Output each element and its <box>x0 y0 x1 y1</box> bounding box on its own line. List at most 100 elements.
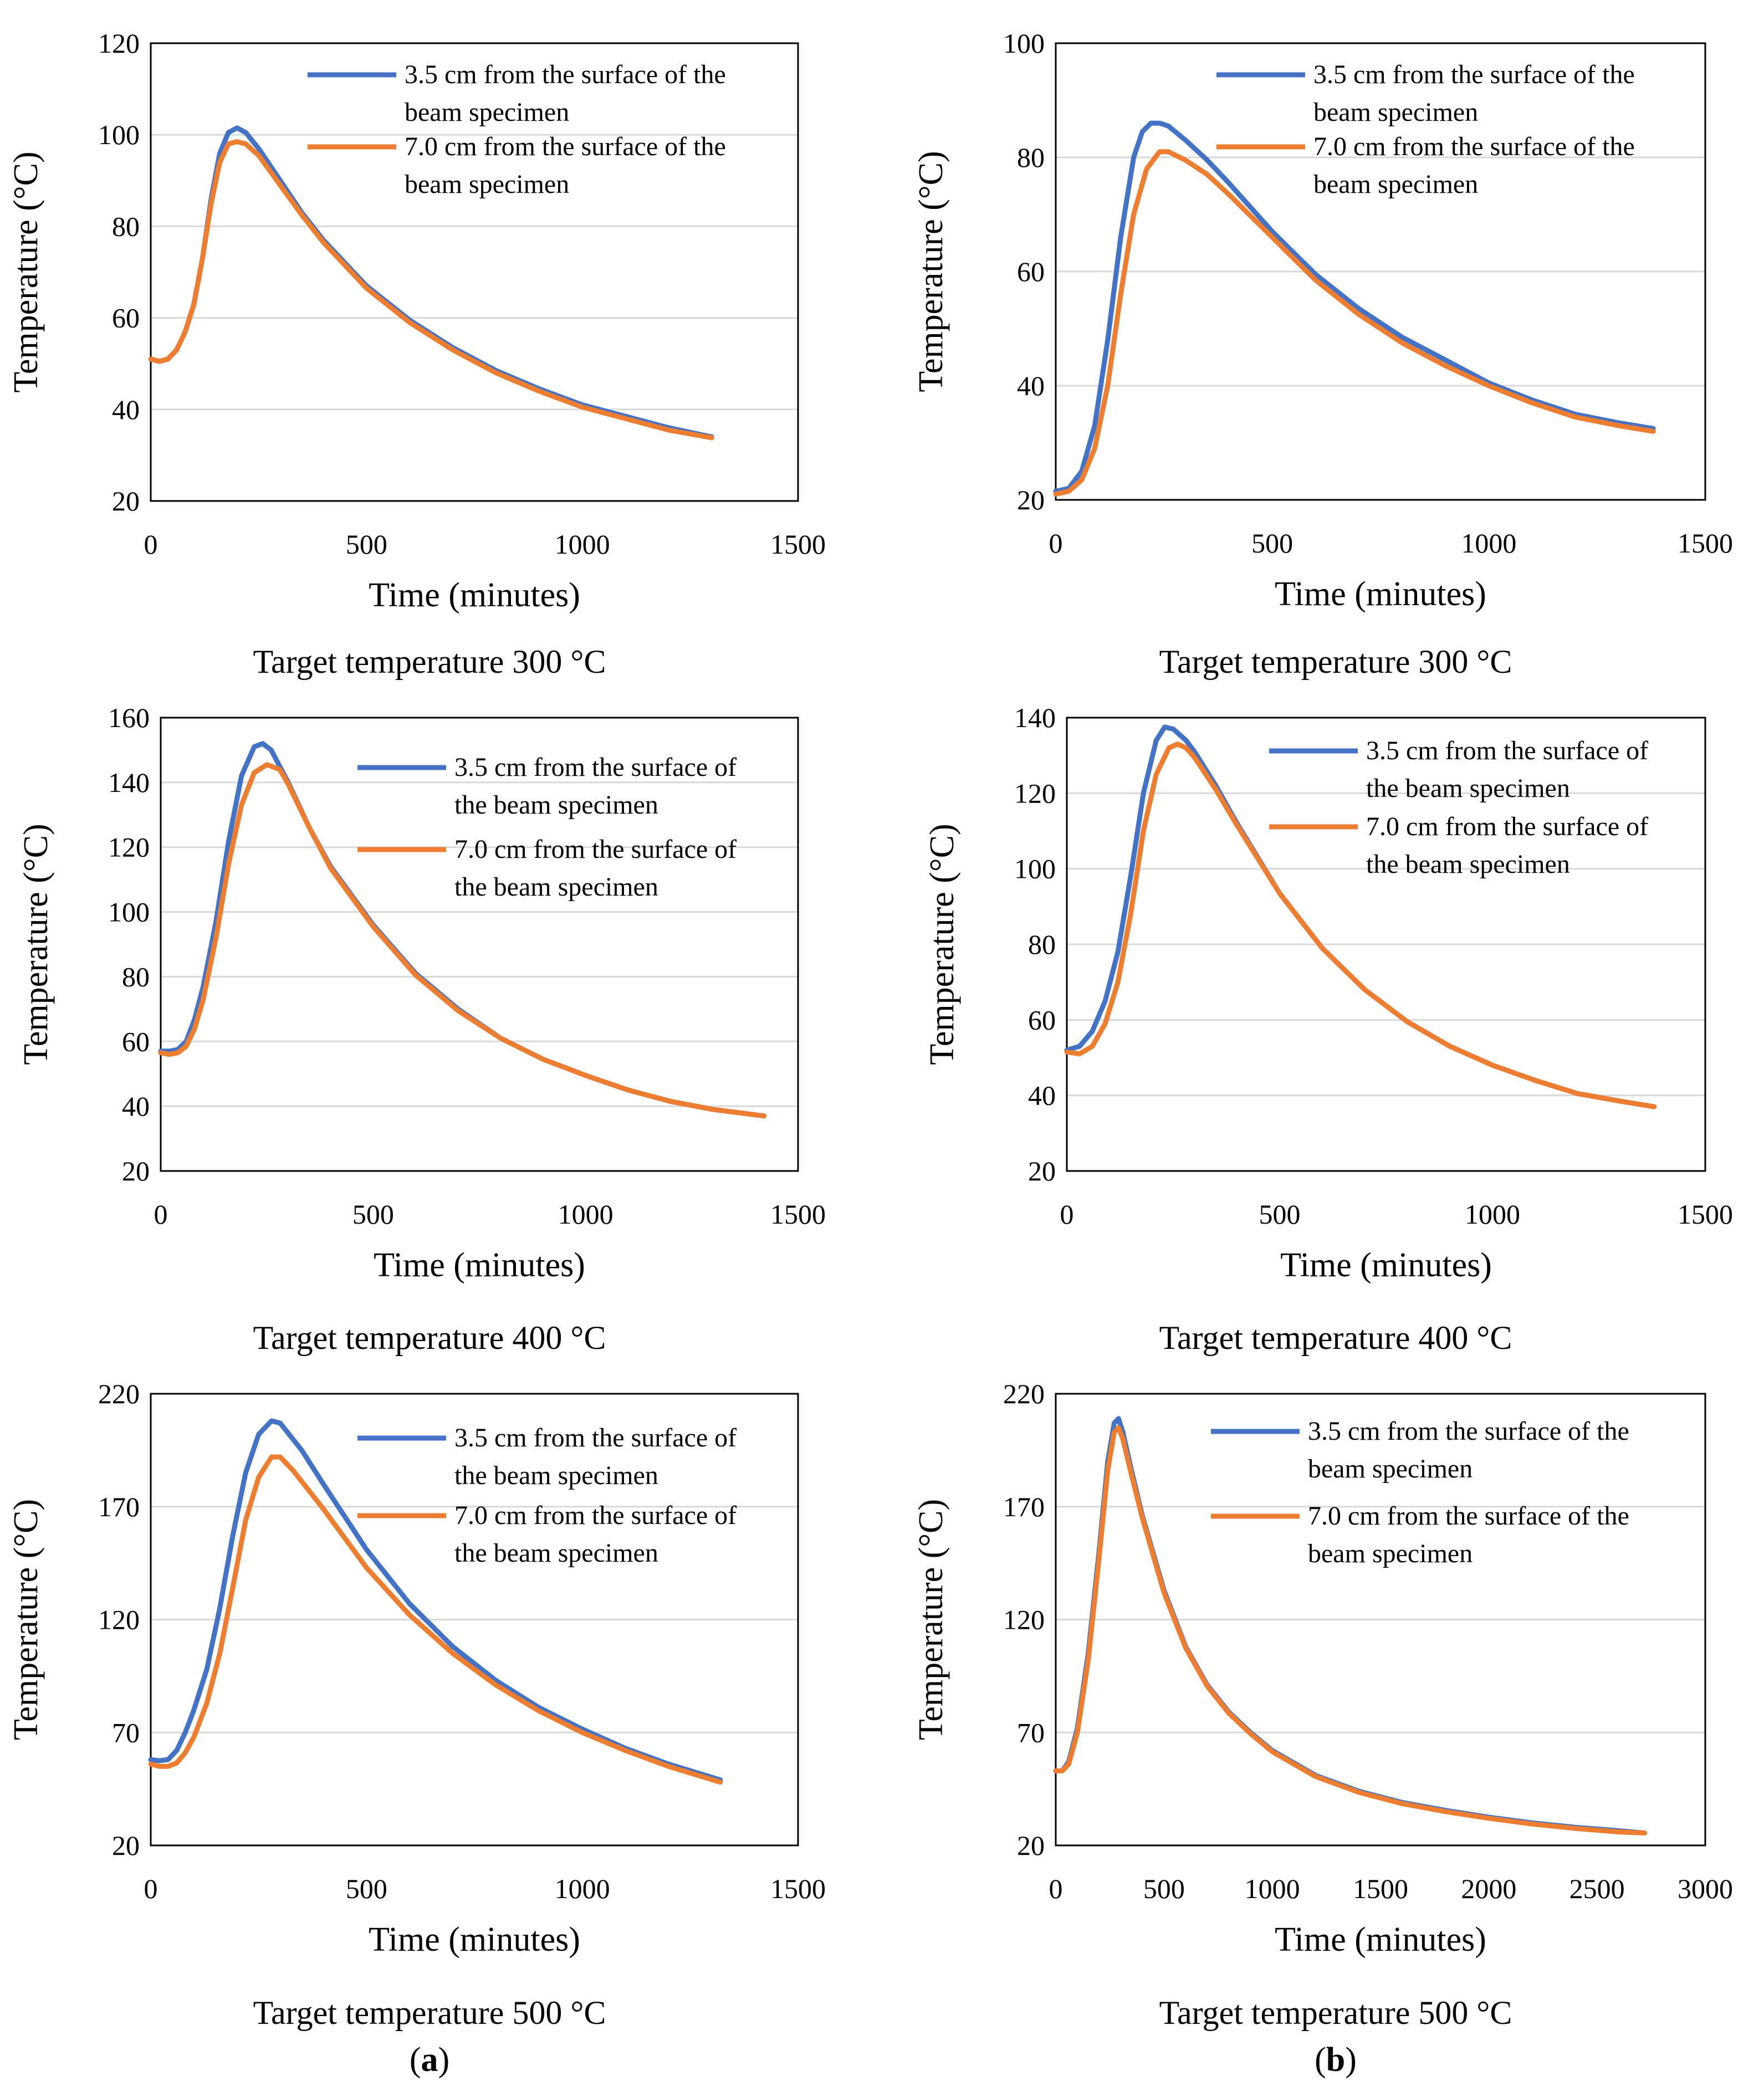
x-tick-label: 1000 <box>558 1199 613 1230</box>
y-tick-label: 220 <box>1003 1378 1045 1409</box>
x-tick-label: 0 <box>1060 1199 1074 1230</box>
y-tick-label: 40 <box>1017 370 1045 401</box>
legend-label: 7.0 cm from the surface of <box>1366 812 1648 841</box>
x-tick-label: 1500 <box>770 529 826 560</box>
y-tick-label: 80 <box>1017 142 1045 173</box>
y-tick-label: 170 <box>98 1491 140 1522</box>
x-tick-label: 1500 <box>1353 1873 1408 1904</box>
y-tick-label: 40 <box>112 394 140 425</box>
caption-chart-6: Target temperature 500 °C <box>1159 1994 1512 2031</box>
x-tick-label: 0 <box>144 1873 158 1904</box>
y-axis-title: Temperature (°C) <box>7 151 45 392</box>
y-tick-label: 20 <box>112 1830 140 1861</box>
y-tick-label: 80 <box>122 961 150 992</box>
series-line-7-0cm <box>158 762 767 1119</box>
legend-label: the beam specimen <box>454 1461 658 1490</box>
series-line-7-0cm <box>148 1454 723 1785</box>
legend-label: beam specimen <box>1313 98 1478 127</box>
legend-label: 3.5 cm from the surface of the <box>1313 60 1635 89</box>
x-axis-title: Time (minutes) <box>369 576 580 614</box>
legend-label: the beam specimen <box>454 872 658 902</box>
legend-label: 7.0 cm from the surface of the <box>1313 132 1635 161</box>
x-tick-label: 500 <box>346 1873 387 1904</box>
plot-area <box>150 42 799 502</box>
x-tick-label: 1000 <box>1461 528 1516 559</box>
legend-label: beam specimen <box>1313 170 1478 199</box>
y-tick-label: 70 <box>112 1717 140 1748</box>
y-tick-label: 20 <box>1017 1830 1045 1861</box>
y-tick-label: 40 <box>1028 1080 1056 1111</box>
x-tick-label: 500 <box>1259 1199 1301 1230</box>
x-tick-label: 500 <box>346 529 387 560</box>
legend-label: 3.5 cm from the surface of <box>454 753 737 782</box>
legend-label: the beam specimen <box>1366 850 1570 879</box>
y-axis-title: Temperature (°C) <box>17 824 55 1065</box>
legend-label: 7.0 cm from the surface of the <box>405 132 726 161</box>
plot-area <box>160 717 799 1172</box>
y-tick-label: 120 <box>98 28 140 59</box>
y-axis-title: Temperature (°C) <box>923 824 961 1065</box>
x-tick-label: 2000 <box>1461 1873 1516 1904</box>
y-tick-label: 20 <box>112 485 140 516</box>
legend-label: beam specimen <box>1308 1454 1472 1484</box>
y-tick-label: 40 <box>122 1091 150 1122</box>
y-tick-label: 170 <box>1003 1491 1045 1522</box>
legend-label: beam specimen <box>405 98 569 127</box>
x-tick-label: 500 <box>1251 528 1293 559</box>
chart-4: 20 40 60 80 100 120 140 0 500 1000 1500 Time (minut… <box>923 702 1733 1284</box>
plot-area <box>1055 42 1706 501</box>
y-tick-label: 20 <box>1028 1155 1056 1186</box>
x-tick-label: 1000 <box>555 1873 610 1904</box>
series-line-7-0cm <box>1053 1425 1648 1836</box>
plot-area <box>1055 1393 1706 1847</box>
x-tick-label: 500 <box>1143 1873 1185 1904</box>
x-tick-label: 0 <box>144 529 158 560</box>
x-tick-label: 0 <box>1049 528 1063 559</box>
y-tick-label: 70 <box>1017 1717 1045 1748</box>
panel-label-b: (b) <box>1315 2041 1357 2079</box>
x-axis-title: Time (minutes) <box>374 1246 585 1284</box>
legend-label: 7.0 cm from the surface of <box>454 1501 737 1530</box>
chart-5: 20 70 120 170 220 0 500 1000 1500 Time (minutes) T… <box>7 1378 826 1958</box>
x-tick-label: 1000 <box>1465 1199 1520 1230</box>
x-axis-title: Time (minutes) <box>1275 1921 1486 1958</box>
caption-chart-1: Target temperature 300 °C <box>253 643 606 680</box>
x-tick-label: 2500 <box>1569 1873 1625 1904</box>
y-tick-label: 100 <box>1014 853 1056 884</box>
y-tick-label: 60 <box>122 1026 150 1057</box>
caption-chart-2: Target temperature 300 °C <box>1159 643 1512 680</box>
y-tick-label: 140 <box>1014 702 1056 733</box>
legend-label: beam specimen <box>405 170 569 199</box>
x-tick-label: 500 <box>352 1199 394 1230</box>
chart-6: 20 70 120 170 220 0 500 1000 1500 2000 2500 3000 Tim… <box>912 1378 1733 1958</box>
y-tick-label: 100 <box>1003 28 1045 59</box>
legend-label: 3.5 cm from the surface of the <box>1308 1416 1629 1446</box>
y-tick-label: 140 <box>108 767 150 798</box>
x-axis-title: Time (minutes) <box>369 1921 580 1958</box>
plot-area <box>150 1393 799 1847</box>
plot-area <box>1066 717 1706 1172</box>
x-axis-title: Time (minutes) <box>1275 575 1486 613</box>
y-tick-label: 20 <box>122 1155 150 1186</box>
legend-label: the beam specimen <box>454 1538 658 1568</box>
x-tick-label: 1000 <box>1245 1873 1300 1904</box>
x-tick-label: 1500 <box>770 1873 826 1904</box>
series-line-3-5cm <box>148 1418 723 1783</box>
x-tick-label: 3000 <box>1678 1873 1733 1904</box>
y-tick-label: 120 <box>1014 778 1056 809</box>
x-tick-label: 1000 <box>555 529 610 560</box>
series-line-3-5cm <box>1053 120 1656 494</box>
y-tick-label: 100 <box>108 897 150 928</box>
chart-3: 20 40 60 80 100 120 140 160 0 500 1000 1500 Time (mi… <box>17 702 826 1284</box>
y-tick-label: 60 <box>1017 256 1045 287</box>
y-tick-label: 20 <box>1017 484 1045 515</box>
y-tick-label: 120 <box>1003 1604 1045 1635</box>
y-tick-label: 80 <box>1028 929 1056 960</box>
legend-label: 3.5 cm from the surface of the <box>405 60 726 89</box>
legend-label: the beam specimen <box>454 790 658 820</box>
y-tick-label: 120 <box>98 1604 140 1635</box>
x-tick-label: 1500 <box>1678 528 1733 559</box>
y-tick-label: 220 <box>98 1378 140 1409</box>
